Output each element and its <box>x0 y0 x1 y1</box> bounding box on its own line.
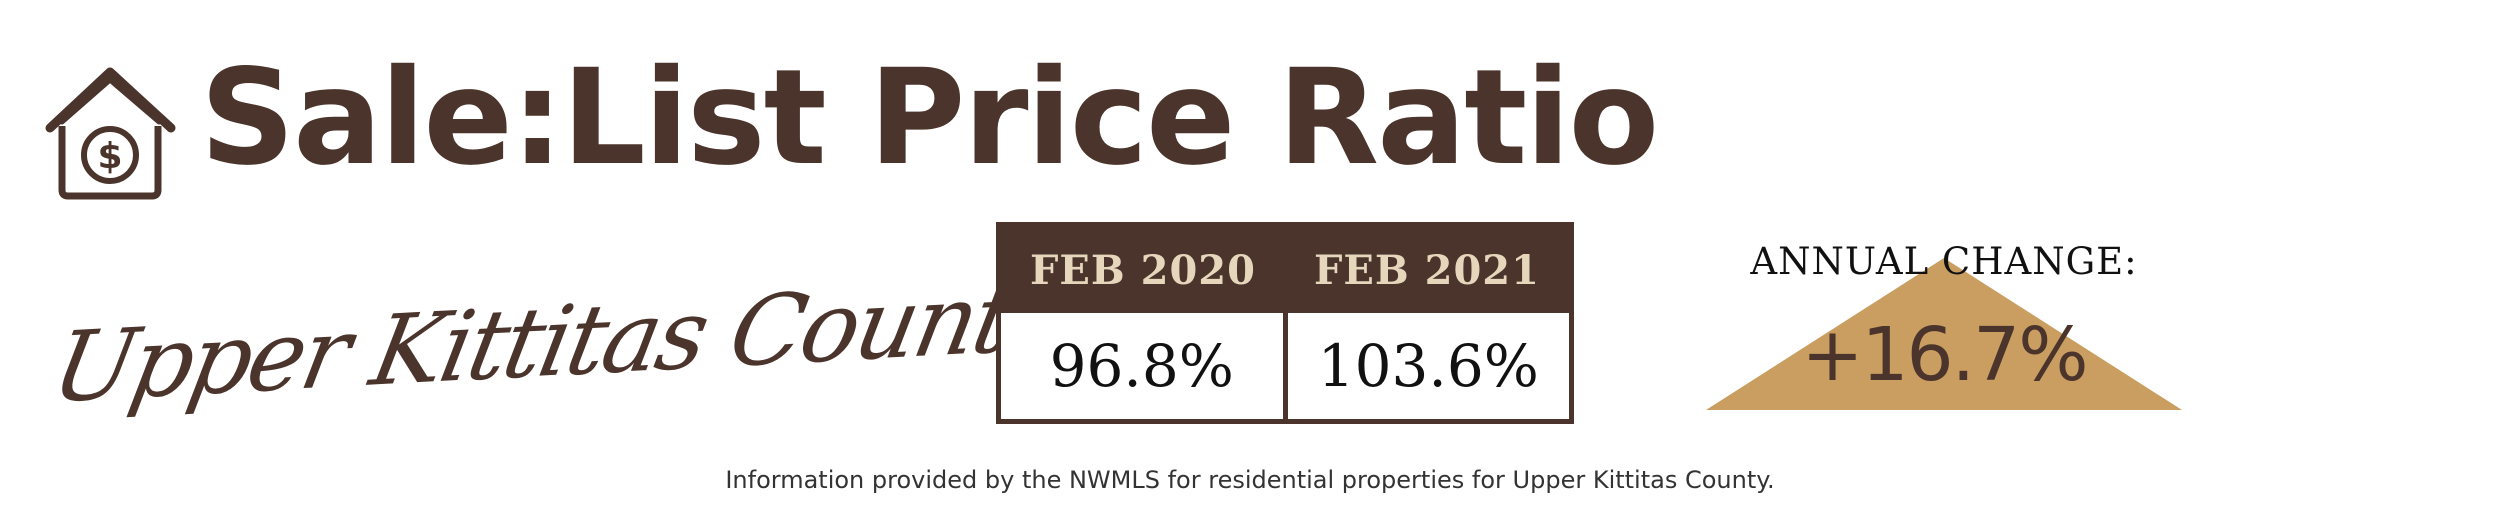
annual-change-label: ANNUAL CHANGE: <box>1750 240 2138 283</box>
value-feb-2021: 103.6% <box>1282 313 1570 419</box>
column-header-feb-2021: FEB 2021 <box>1314 246 1540 294</box>
column-header-feb-2020: FEB 2020 <box>1030 246 1256 294</box>
region-label: Upper Kittitas County: <box>43 257 1102 425</box>
ratio-table-values: 96.8% 103.6% <box>1001 313 1569 419</box>
value-feb-2020: 96.8% <box>1049 332 1234 400</box>
svg-text:$: $ <box>97 136 122 177</box>
house-dollar-icon: $ <box>38 62 183 200</box>
page-title: Sale:List Price Ratio <box>200 41 1659 195</box>
annual-change-value: +16.7% <box>1801 312 2088 398</box>
footer-note: Information provided by the NWMLS for re… <box>725 466 1775 494</box>
ratio-table-header: FEB 2020 FEB 2021 <box>1001 227 1569 313</box>
ratio-table: FEB 2020 FEB 2021 96.8% 103.6% <box>996 222 1574 424</box>
triangle-up-icon <box>1706 258 2182 410</box>
